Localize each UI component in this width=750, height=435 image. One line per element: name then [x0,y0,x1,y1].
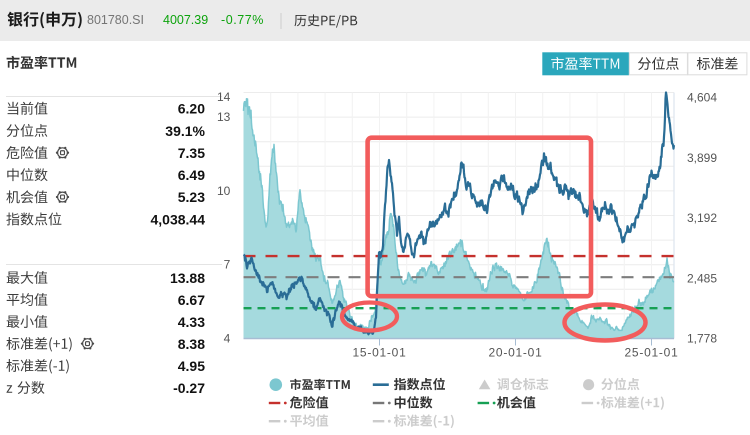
svg-text:8.38: 8.38 [178,336,205,352]
svg-text:6.67: 6.67 [178,292,205,308]
svg-text:3,899: 3,899 [687,151,717,165]
svg-text:13.88: 13.88 [170,270,205,286]
svg-text:14: 14 [217,90,231,104]
svg-text:2,485: 2,485 [687,271,717,285]
svg-text:3,192: 3,192 [687,211,717,225]
svg-text:6.49: 6.49 [178,167,205,183]
svg-text:-0.27: -0.27 [173,380,205,396]
svg-text:6.20: 6.20 [178,101,205,117]
svg-text:20-01-01: 20-01-01 [488,345,542,359]
svg-text:801780.SI: 801780.SI [87,13,144,27]
svg-text:4007.39: 4007.39 [163,13,208,27]
svg-text:10: 10 [217,184,231,198]
svg-text:1,778: 1,778 [687,332,717,346]
svg-text:4.95: 4.95 [178,358,205,374]
svg-text:15-01-01: 15-01-01 [352,345,406,359]
svg-text:39.1%: 39.1% [165,123,205,139]
svg-text:4: 4 [224,332,231,346]
svg-text:-0.77%: -0.77% [221,13,264,27]
svg-text:4,604: 4,604 [687,91,717,105]
svg-text:7.35: 7.35 [178,145,205,161]
svg-text:25-01-01: 25-01-01 [624,345,678,359]
svg-text:7: 7 [224,258,231,272]
svg-text:4,038.44: 4,038.44 [151,211,206,227]
svg-text:5.23: 5.23 [178,189,205,205]
svg-text:13: 13 [217,110,231,124]
svg-text:4.33: 4.33 [178,314,205,330]
